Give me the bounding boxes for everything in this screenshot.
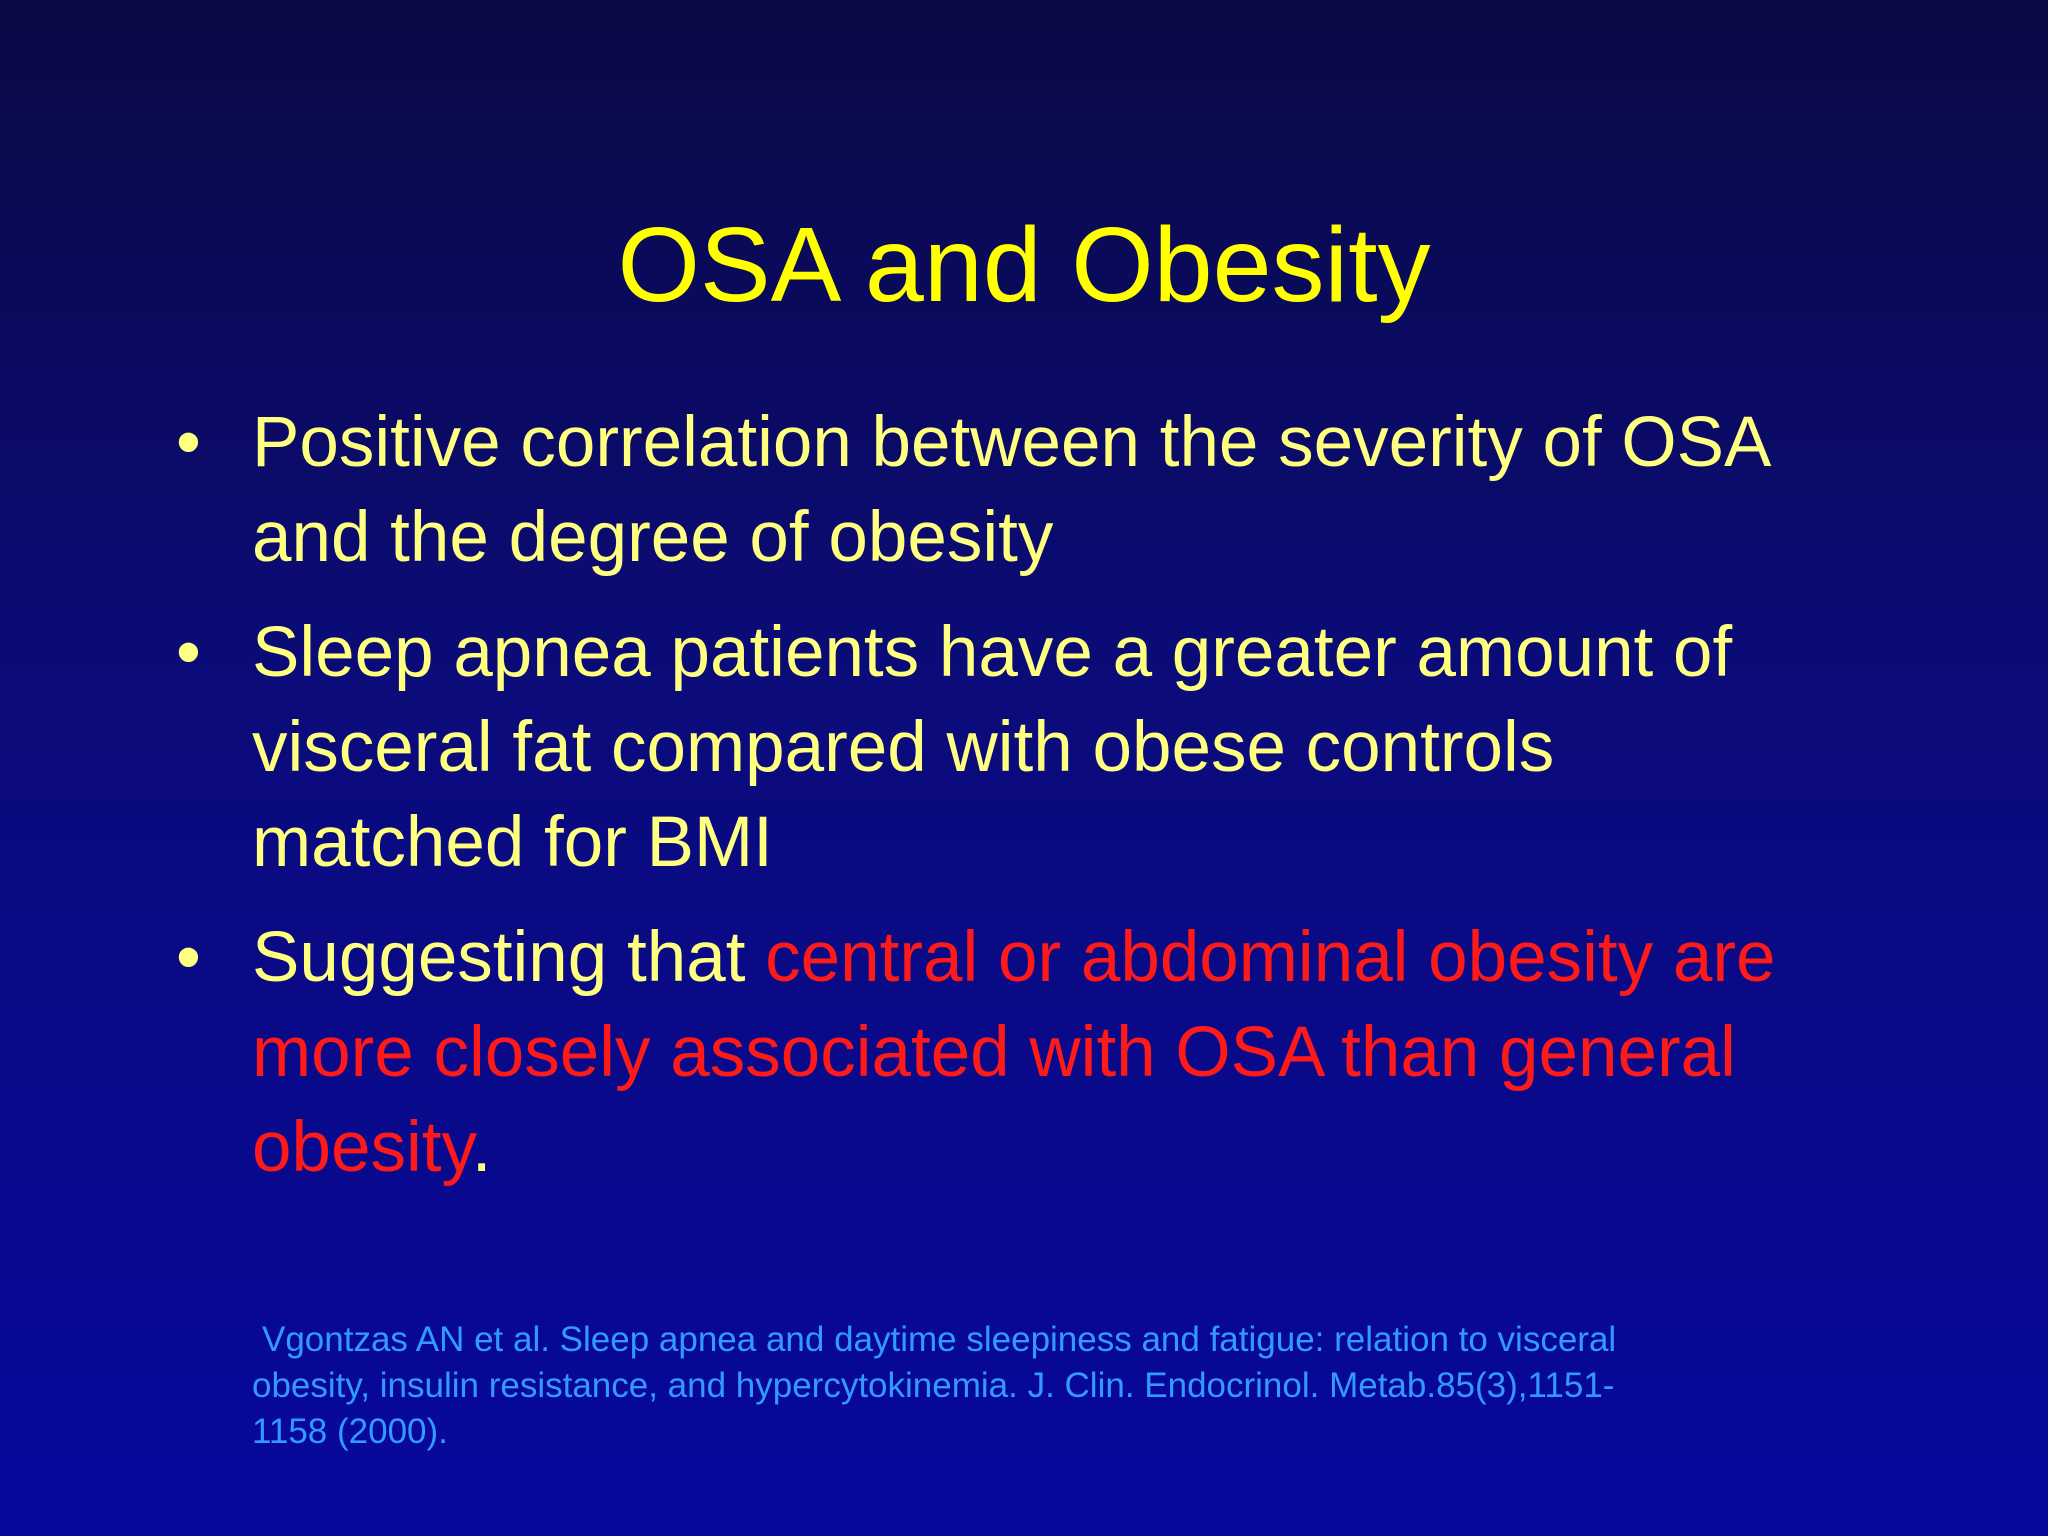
citation: Vgontzas AN et al. Sleep apnea and dayti… (252, 1317, 1616, 1455)
bullet-text: central or abdominal obesity are more cl… (252, 918, 1776, 1187)
bullet-item: Positive correlation between the severit… (176, 395, 1822, 585)
bullet-item: Suggesting that central or abdominal obe… (176, 910, 1822, 1195)
bullet-text: . (471, 1108, 492, 1187)
bullet-item: Sleep apnea patients have a greater amou… (176, 605, 1822, 890)
bullet-text: Suggesting that (252, 918, 766, 997)
citation-line: Vgontzas AN et al. Sleep apnea and dayti… (262, 1320, 1617, 1359)
citation-line: 1158 (2000). (252, 1412, 448, 1451)
slide-title: OSA and Obesity (617, 206, 1431, 324)
citation-line: obesity, insulin resistance, and hypercy… (252, 1366, 1615, 1405)
bullet-text: Sleep apnea patients have a greater amou… (252, 613, 1733, 882)
bullet-text: Positive correlation between the severit… (252, 403, 1768, 577)
bullet-list: Positive correlation between the severit… (176, 395, 1876, 1215)
